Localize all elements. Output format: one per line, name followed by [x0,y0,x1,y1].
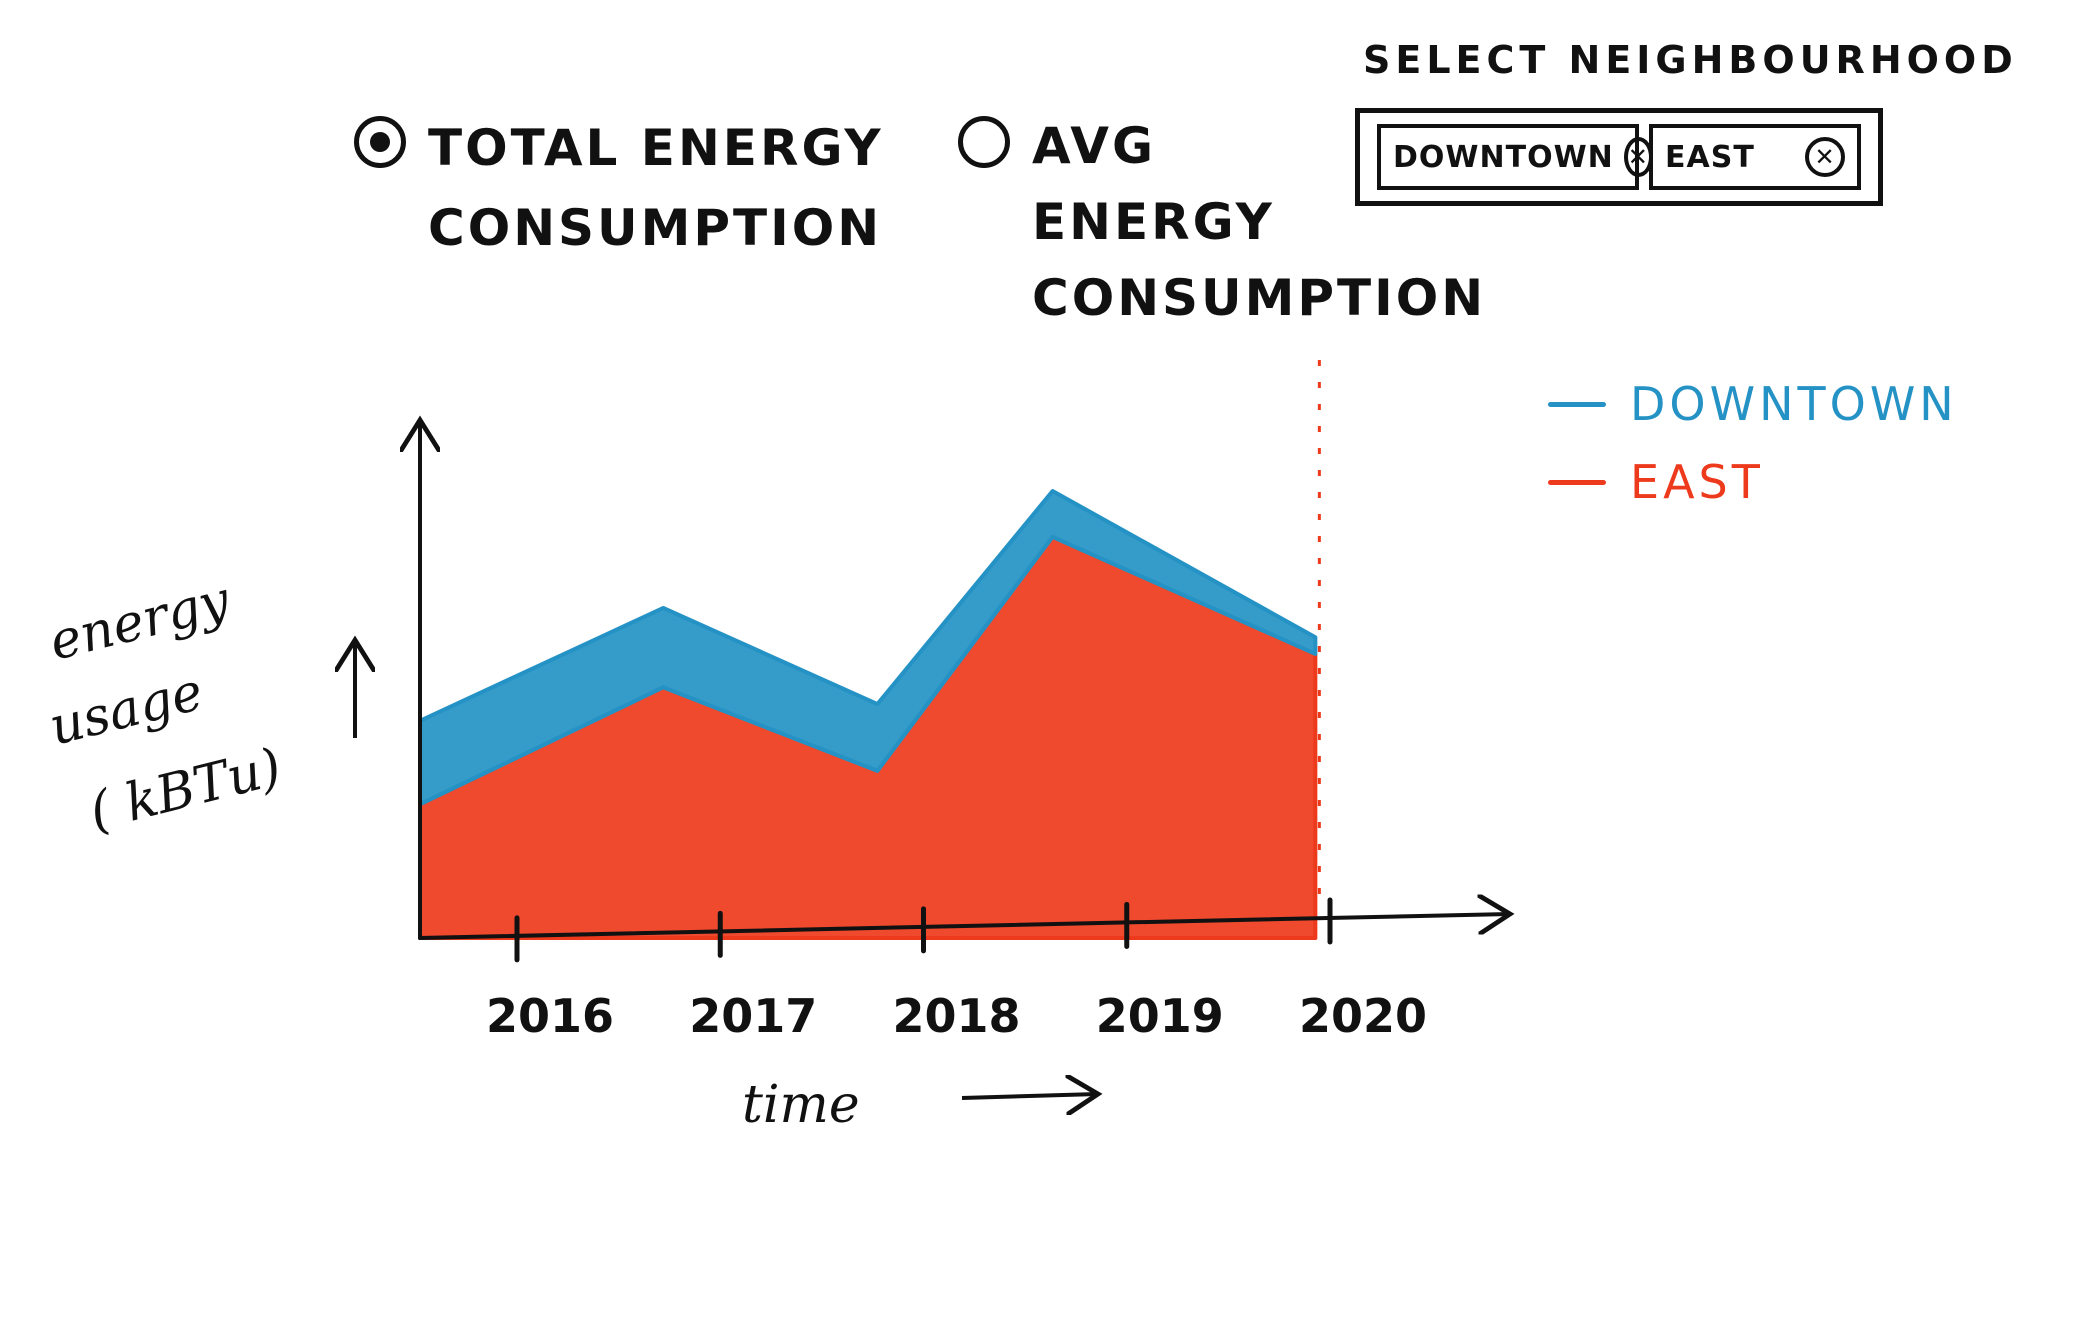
neighbourhood-select-title: SELECT NEIGHBOURHOOD [1363,38,2018,82]
x-tick-label-2019: 2019 [1096,989,1224,1043]
avg-energy-radio-option[interactable]: AVG ENERGY CONSUMPTION [958,108,1486,336]
y-axis-label-line: ( kBTu) [84,737,288,842]
avg-energy-label: AVG ENERGY CONSUMPTION [1032,117,1487,327]
legend-item-east[interactable]: EAST [1548,443,1958,521]
legend-swatch-east [1548,479,1606,485]
close-circle-icon[interactable]: ✕ [1805,137,1845,177]
chip-east-label: EAST [1665,139,1755,175]
legend-swatch-downtown [1548,401,1606,407]
x-axis-label-arrow [961,1094,1098,1098]
chart-areas [418,489,1318,940]
total-energy-label: TOTAL ENERGY CONSUMPTION [428,119,884,257]
avg-energy-radio[interactable] [958,116,1010,168]
legend-label-downtown: DOWNTOWN [1630,377,1958,431]
x-ticks: 2016 2017 2018 2019 2020 [486,897,1427,1043]
x-axis-label: time [742,1075,860,1135]
legend-label-east: EAST [1630,455,1764,509]
legend-item-downtown[interactable]: DOWNTOWN [1548,365,1958,443]
y-axis-label-line: usage [44,662,209,758]
chart-legend: DOWNTOWN EAST [1548,365,1958,521]
chip-east[interactable]: EAST ✕ [1649,124,1861,190]
area-downtown [418,489,1318,807]
radio-selected-dot [370,132,390,152]
chip-downtown[interactable]: DOWNTOWN ✕ [1377,124,1653,190]
total-energy-radio[interactable] [354,116,406,168]
x-tick-label-2017: 2017 [689,989,817,1043]
x-tick-label-2016: 2016 [486,989,614,1043]
total-energy-radio-option[interactable]: TOTAL ENERGY CONSUMPTION [354,108,884,268]
neighbourhood-select[interactable]: DOWNTOWN ✕ EAST ✕ [1355,108,1883,206]
x-tick-label-2018: 2018 [892,989,1020,1043]
x-tick-label-2020: 2020 [1299,989,1427,1043]
y-axis-label-line: energy [44,570,236,673]
chip-downtown-label: DOWNTOWN [1393,139,1614,175]
